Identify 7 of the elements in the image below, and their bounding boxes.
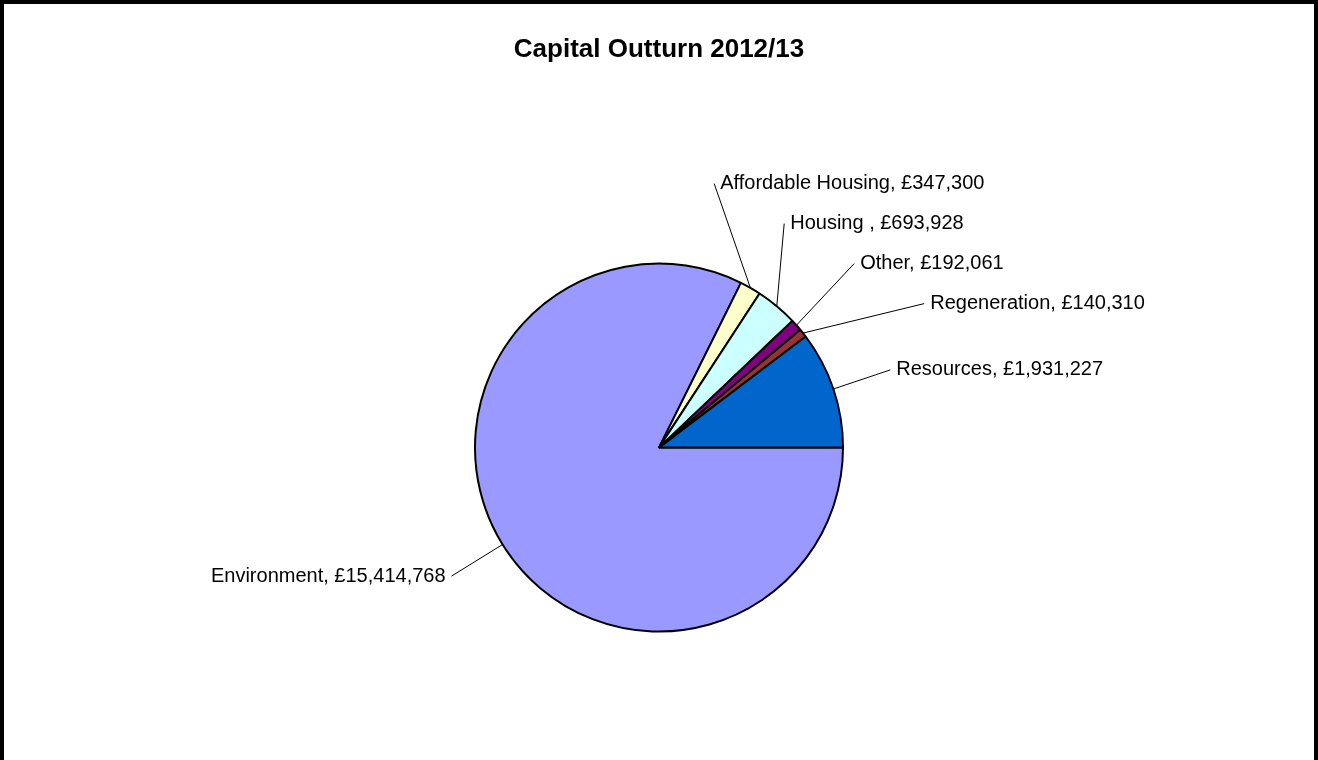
slice-label: Environment, £15,414,768: [210, 563, 446, 586]
slice-label: Other, £192,061: [860, 251, 1004, 274]
slice-label: Resources, £1,931,227: [896, 357, 1104, 380]
chart-title: Capital Outturn 2012/13: [513, 32, 805, 63]
slice-label: Affordable Housing, £347,300: [720, 171, 985, 194]
slice-label: Regeneration, £140,310: [930, 291, 1145, 314]
slice-label: Housing , £693,928: [790, 211, 964, 234]
